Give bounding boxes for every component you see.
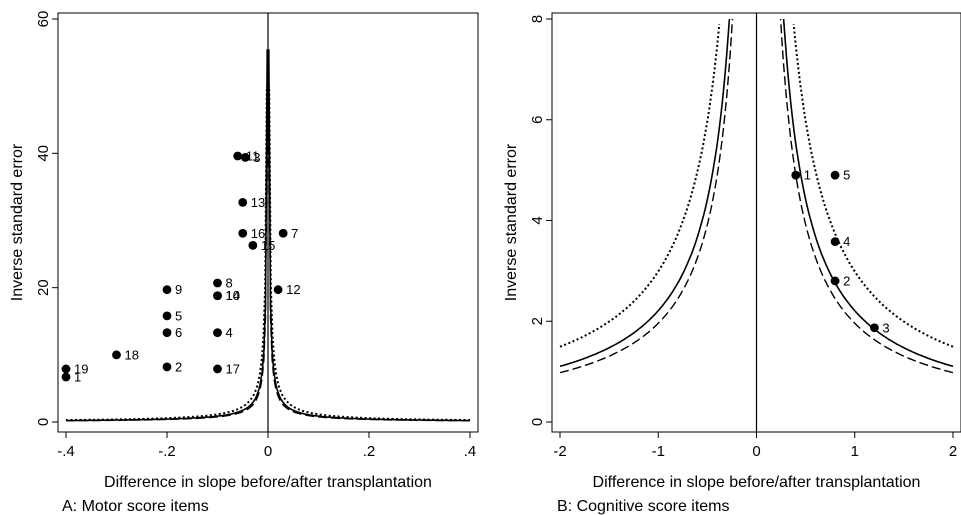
motor-point-label-8: 8 (226, 275, 233, 290)
motor-data-point-2 (162, 362, 172, 372)
cognitive-data-point-1 (791, 170, 801, 180)
cognitive-funnel-dotted-right (792, 23, 954, 348)
cognitive-point-label-1: 1 (804, 168, 811, 183)
motor-y-tick-label: 40 (35, 145, 52, 162)
motor-x-tick-label: -.4 (57, 443, 75, 460)
cognitive-x-axis-title: Difference in slope before/after transpl… (593, 474, 921, 491)
motor-panel: -.4 -.2 0 .2 .4 0 20 40 60 Difference in slope be… (9, 11, 479, 515)
cognitive-y-axis-title: Inverse standard error (503, 143, 520, 301)
cognitive-y-tick-label: 4 (529, 216, 546, 224)
motor-data-point-17 (213, 364, 222, 374)
motor-point-label-11: 11 (246, 149, 260, 164)
motor-x-tick-label: -.2 (158, 443, 176, 460)
motor-data-point-1 (61, 372, 71, 382)
motor-data-point-4 (213, 328, 222, 338)
cognitive-funnel-solid-left (559, 18, 731, 368)
cognitive-point-label-4: 4 (843, 234, 850, 249)
motor-point-label-7: 7 (291, 226, 298, 241)
cognitive-x-tick-label: 0 (752, 443, 760, 460)
motor-y-tick-label: 0 (35, 418, 52, 426)
motor-funnel-dashed-left (66, 96, 268, 422)
cognitive-x-tick-label: 2 (949, 443, 957, 460)
motor-point-label-14: 14 (226, 288, 240, 303)
motor-x-tick-label: .2 (363, 443, 376, 460)
motor-data-point-5 (162, 311, 172, 321)
motor-funnel-dashed-right (268, 96, 470, 422)
motor-point-label-2: 2 (175, 359, 182, 374)
motor-data-point-7 (278, 228, 288, 238)
cognitive-x-tick-label: -1 (652, 443, 665, 460)
cognitive-funnel-dashed-left (559, 18, 734, 374)
motor-data-point-8 (213, 278, 222, 288)
motor-point-label-1: 1 (74, 369, 81, 384)
motor-y-tick-label: 60 (35, 11, 52, 28)
motor-data-point-15 (248, 240, 258, 250)
motor-data-point-19 (61, 364, 71, 374)
motor-funnel-dotted-right (268, 86, 470, 422)
cognitive-point-label-3: 3 (882, 320, 889, 335)
motor-point-label-9: 9 (175, 282, 182, 297)
cognitive-funnel-dashed-right (779, 18, 954, 374)
motor-point-label-19: 19 (74, 361, 88, 376)
cognitive-data-point-3 (870, 323, 879, 333)
cognitive-y-tick-label: 2 (529, 317, 546, 325)
motor-data-point-14 (213, 291, 222, 301)
motor-point-label-12: 12 (286, 282, 300, 297)
cognitive-data-point-2 (830, 276, 840, 286)
motor-point-label-10: 10 (226, 288, 240, 303)
motor-funnel-dotted-left (66, 86, 268, 422)
motor-point-label-3: 3 (253, 150, 260, 165)
motor-data-point-12 (273, 285, 283, 295)
cognitive-y-tick-label: 0 (529, 418, 546, 426)
motor-point-label-13: 13 (251, 195, 265, 210)
motor-x-axis-title: Difference in slope before/after transpl… (104, 474, 432, 491)
cognitive-x-tick-label: -2 (553, 443, 566, 460)
cognitive-funnel-lines (559, 18, 954, 374)
motor-data-point-3 (240, 152, 250, 162)
motor-point-label-17: 17 (226, 361, 240, 376)
cognitive-data-point-5 (830, 170, 840, 180)
cognitive-funnel-dotted-left (559, 23, 721, 348)
motor-data-point-18 (112, 350, 121, 360)
cognitive-panel-caption: B: Cognitive score items (557, 498, 730, 515)
motor-y-tick-label: 20 (35, 279, 52, 296)
motor-x-tick-label: 0 (264, 443, 272, 460)
cognitive-panel: -2 -1 0 1 2 0 2 4 6 8 Difference in slope before/a… (503, 12, 961, 515)
cognitive-data-point-4 (830, 237, 840, 247)
motor-point-label-6: 6 (175, 325, 182, 340)
motor-point-label-15: 15 (261, 238, 275, 253)
cognitive-x-tick-label: 1 (851, 443, 859, 460)
motor-funnel-lines (66, 49, 470, 422)
motor-point-label-4: 4 (226, 325, 233, 340)
motor-funnel-solid-right (268, 49, 470, 422)
motor-panel-caption: A: Motor score items (62, 498, 209, 515)
cognitive-y-tick-label: 6 (529, 116, 546, 124)
cognitive-point-label-2: 2 (843, 273, 850, 288)
motor-data-point-13 (238, 197, 248, 207)
motor-data-point-9 (162, 285, 172, 295)
motor-point-label-18: 18 (125, 347, 139, 362)
motor-data-point-16 (238, 228, 248, 238)
motor-data-point-6 (162, 328, 172, 338)
motor-y-axis-title: Inverse standard error (9, 143, 26, 301)
motor-point-label-16: 16 (251, 226, 265, 241)
motor-point-label-5: 5 (175, 308, 182, 323)
cognitive-points: 1 2 3 4 5 (791, 168, 890, 335)
motor-data-point-11 (233, 151, 243, 161)
cognitive-funnel-solid-right (782, 18, 954, 368)
cognitive-point-label-5: 5 (843, 168, 850, 183)
motor-x-tick-label: .4 (464, 443, 477, 460)
cognitive-y-tick-label: 8 (529, 15, 546, 23)
